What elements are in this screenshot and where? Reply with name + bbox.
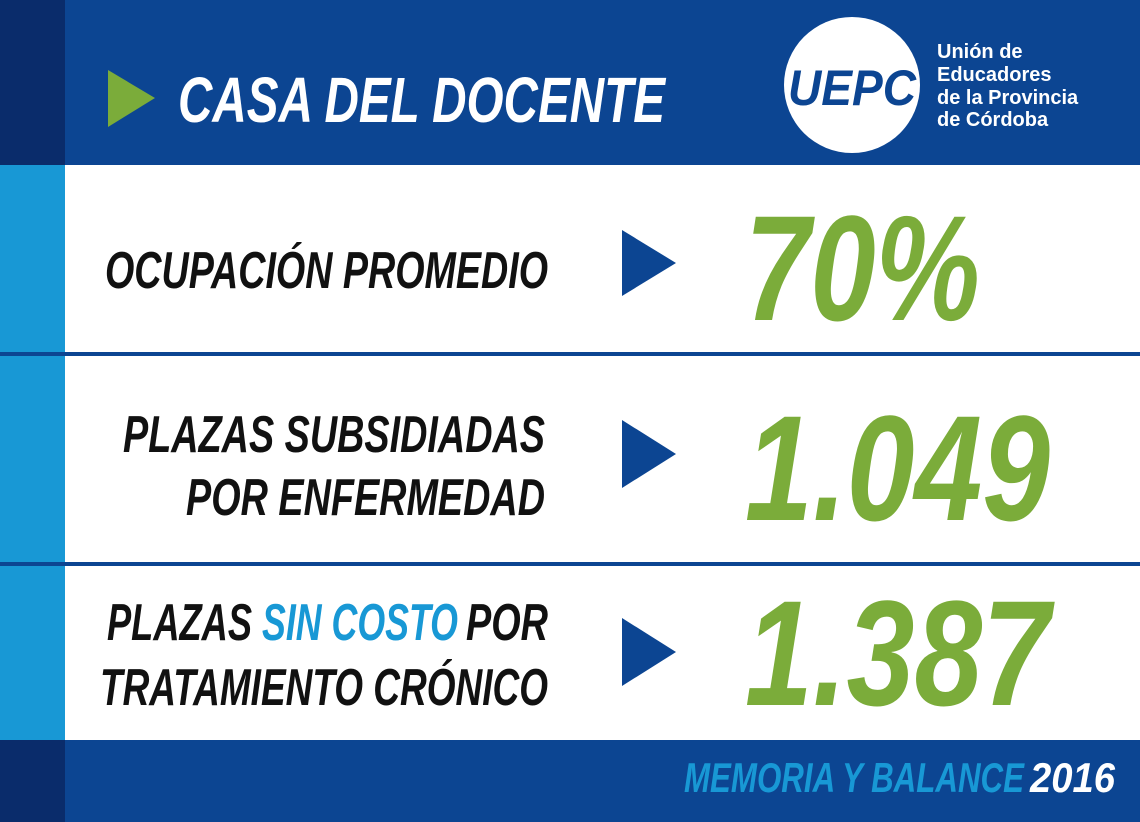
footer-strip: [0, 740, 65, 822]
rows-strip: [0, 165, 65, 740]
stat-arrow: [622, 420, 676, 488]
stat-arrow: [622, 230, 676, 296]
separator: [0, 352, 1140, 356]
stat-arrow: [622, 618, 676, 686]
logo-tagline: Unión de: [937, 41, 1023, 63]
stat-value: 1.387: [745, 569, 1055, 737]
rows-bg: [0, 165, 1140, 740]
stat-value: 70%: [745, 184, 980, 352]
stat-label: PLAZAS: [107, 594, 252, 652]
stat-label: OCUPACIÓN PROMEDIO: [105, 242, 548, 300]
logo-tagline: de la Provincia: [937, 87, 1079, 109]
logo-circle: [784, 17, 920, 153]
title-arrow: [108, 70, 155, 127]
logo-text: UEPC: [788, 60, 917, 116]
title: CASA DEL DOCENTE: [178, 64, 667, 136]
stat-label-highlight: SIN COSTO: [262, 594, 458, 652]
footer-year: 2016: [1029, 754, 1115, 801]
footer-bg: [0, 740, 1140, 822]
stat-label: POR ENFERMEDAD: [186, 469, 545, 527]
footer-text: MEMORIA Y BALANCE: [684, 754, 1025, 801]
stat-value: 1.049: [745, 384, 1050, 552]
logo-tagline: de Córdoba: [937, 109, 1049, 131]
separator: [0, 562, 1140, 566]
stat-label: PLAZAS SUBSIDIADAS: [123, 406, 545, 464]
header-bg: [0, 0, 1140, 165]
header-strip: [0, 0, 65, 165]
stat-label: POR: [466, 594, 548, 652]
stat-label: TRATAMIENTO CRÓNICO: [100, 659, 548, 717]
logo-tagline: Educadores: [937, 64, 1051, 86]
